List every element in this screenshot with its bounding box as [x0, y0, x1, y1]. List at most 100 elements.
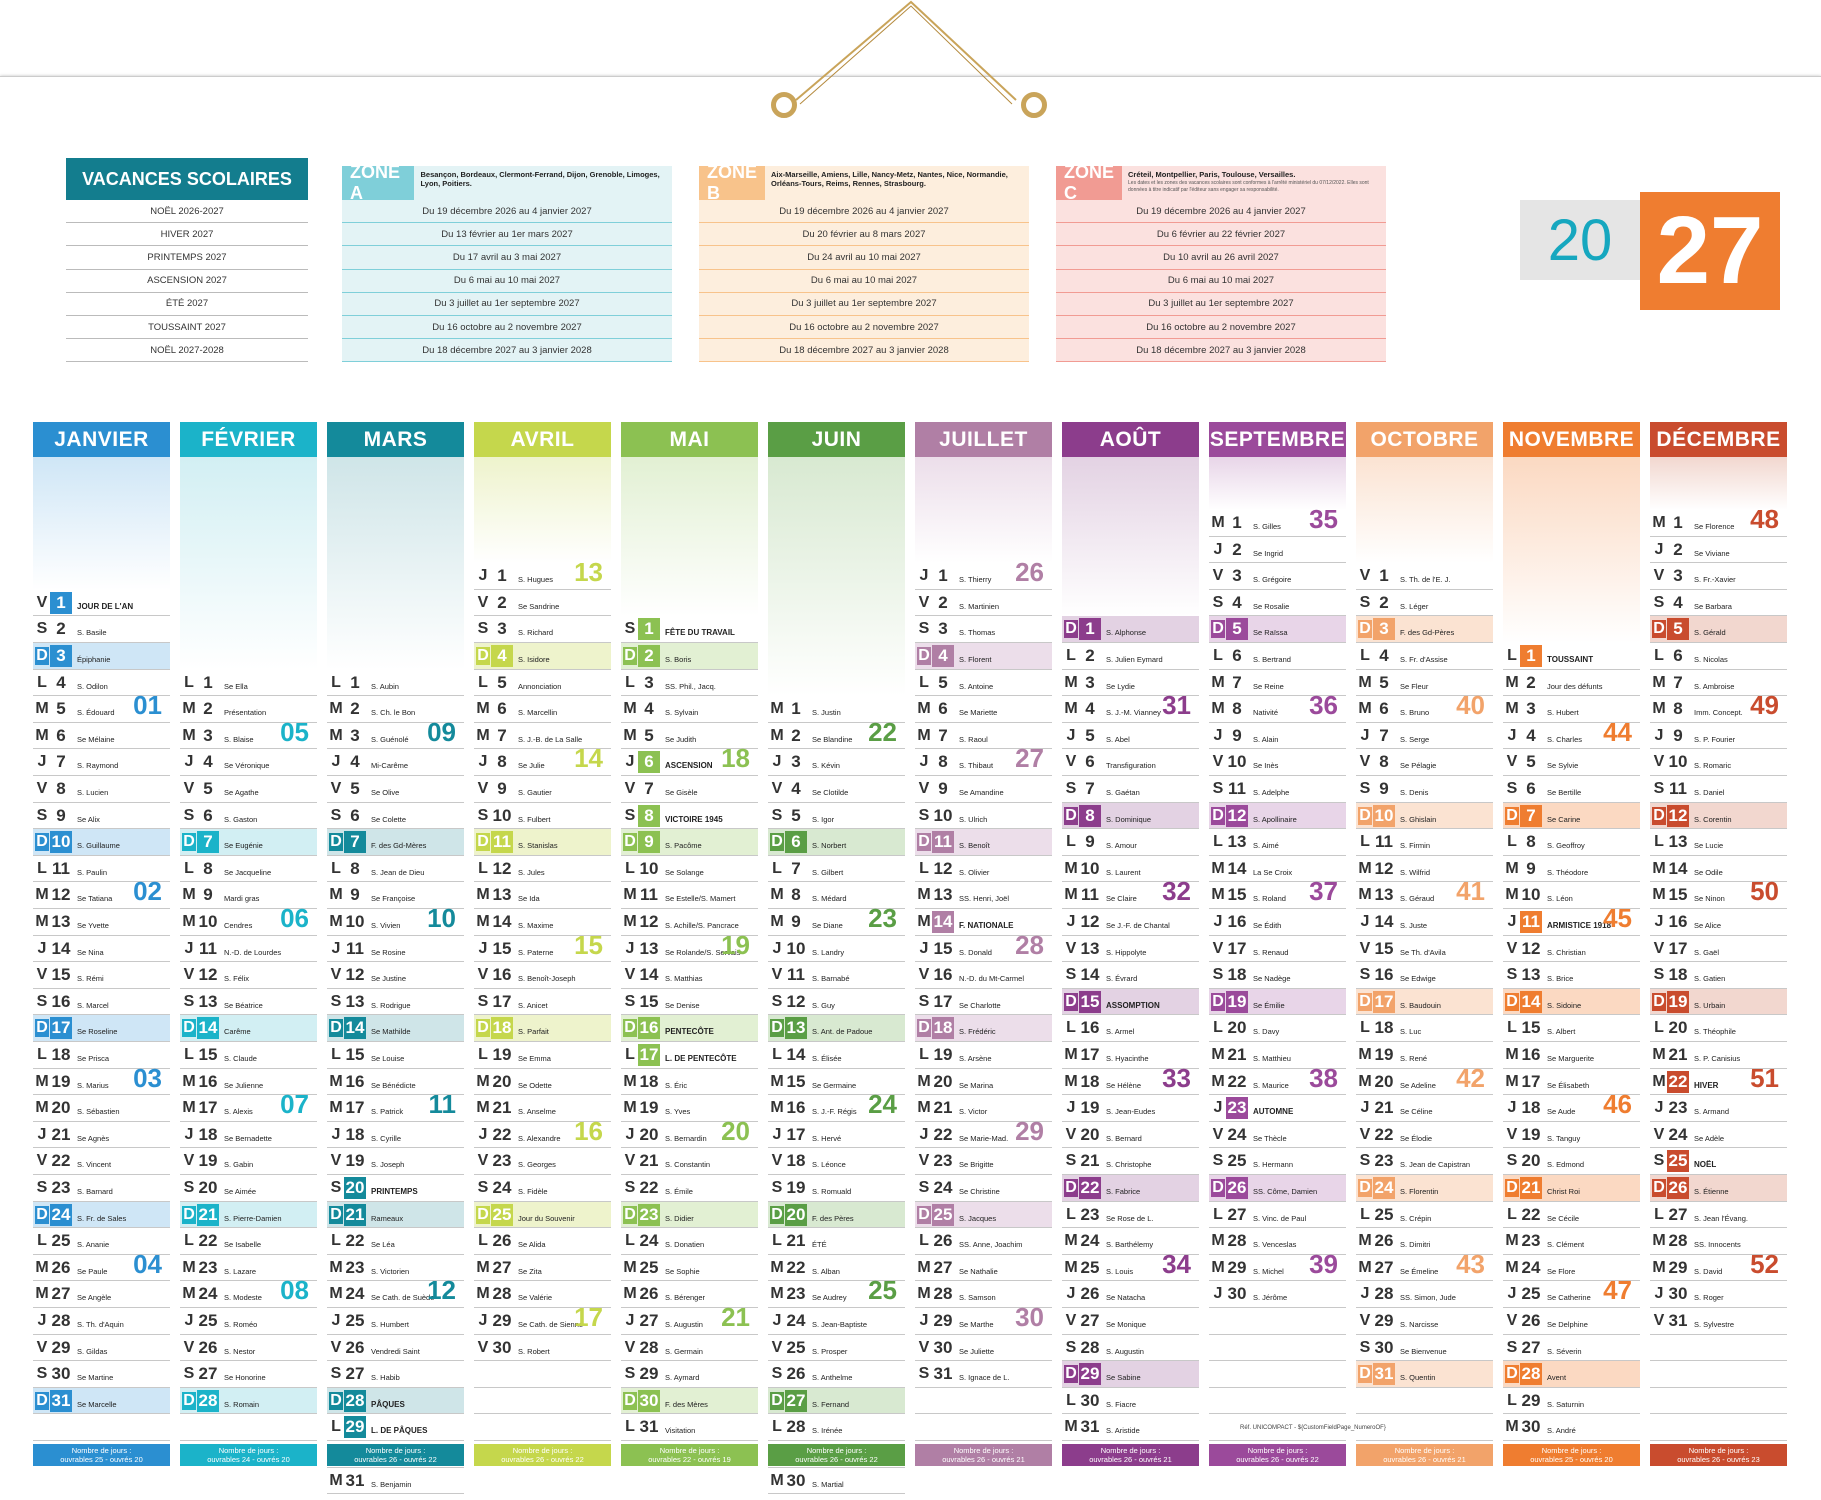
saint-name: S. Aymard: [665, 1373, 700, 1383]
day-row: S 23 S. Jean de Capistran: [1356, 1148, 1493, 1175]
day-number: 17: [1227, 938, 1247, 958]
day-row: V 9 S. Gautier: [474, 776, 611, 803]
day-row: D 29 Se Sabine: [1062, 1361, 1199, 1388]
day-row: M 17 S. Hyacinthe: [1062, 1042, 1199, 1069]
day-number: 3: [497, 619, 507, 639]
saint-name: Se Diane: [812, 921, 843, 930]
weekday-letter: S: [1506, 780, 1518, 797]
empty-row: [474, 1361, 611, 1388]
weekday-letter: S: [1065, 966, 1077, 984]
day-row: V 4 Se Clotilde: [768, 776, 905, 803]
day-row: V 5 Se Agathe: [180, 776, 317, 803]
footer-counts: ouvrables 24 - ouvrés 20: [207, 1455, 290, 1464]
empty-row: [1209, 1388, 1346, 1415]
saint-name: Se Lucie: [1694, 841, 1724, 851]
day-number: 23: [51, 1178, 71, 1197]
saint-name: Se Léa: [371, 1240, 395, 1250]
day-row: J 30 S. Roger: [1650, 1281, 1787, 1308]
weekday-letter: L: [184, 859, 194, 877]
day-number: 15: [1521, 1018, 1541, 1038]
month-9: SEPTEMBRE M 1 S. Gilles J 2 Se Ingrid V 3 S. Grég…: [1209, 422, 1346, 1441]
day-number: 11: [932, 831, 954, 854]
day-number: 10: [1080, 858, 1100, 878]
day-row: J 15 S. Paterne: [474, 936, 611, 963]
day-number: 30: [1668, 1284, 1688, 1304]
saint-name: S. Wilfrid: [1400, 867, 1430, 877]
saint-name: FÊTE DU TRAVAIL: [665, 628, 735, 638]
weekday-letter: S: [330, 992, 342, 1010]
saint-name: S. Romain: [224, 1399, 260, 1409]
day-number: 15: [639, 991, 659, 1011]
zone-date: Du 6 mai au 10 mai 2027: [699, 270, 1029, 293]
saint-name: Se Sophie: [665, 1266, 700, 1276]
saint-name: S. André: [1547, 1426, 1576, 1436]
day-row: D 7 F. des Gd-Mères: [327, 829, 464, 856]
weekday-letter: M: [1211, 886, 1225, 904]
weekday-letter: V: [477, 593, 489, 611]
weekday-letter: D: [1358, 620, 1372, 639]
saint-name: S. Ignace de L.: [959, 1373, 1010, 1383]
saint-name: S. Georges: [518, 1160, 556, 1170]
day-row: M 16 S. J.-F. Régis: [768, 1095, 905, 1122]
saint-name: ASCENSION: [665, 761, 713, 771]
month-2: FÉVRIER L 1 Se Ella M 2 Présentation M 3 S. Blais…: [180, 422, 317, 1441]
day-row: V 11 S. Barnabé: [768, 962, 905, 989]
day-row: S 6 Se Bertille: [1503, 776, 1640, 803]
weekday-letter: D: [917, 833, 931, 852]
weekday-letter: D: [35, 1019, 49, 1038]
saint-name: Se Rosalie: [1253, 601, 1290, 611]
week-number: 10: [427, 903, 456, 933]
saint-name: S. Jean l'Évang.: [1694, 1213, 1748, 1223]
day-number: 21: [344, 1203, 366, 1226]
saint-name: S. Patrick: [371, 1107, 404, 1117]
footer-label: Nombre de jours :: [1688, 1446, 1749, 1455]
weekday-letter: J: [184, 1312, 194, 1329]
saint-name: S. Apollinaire: [1253, 814, 1297, 824]
saint-name: S. Roger: [1694, 1293, 1724, 1303]
day-row: M 31 S. Benjamin: [327, 1468, 464, 1495]
saint-name: S. Pierre-Damien: [224, 1213, 282, 1223]
day-row: D 23 S. Didier: [621, 1201, 758, 1229]
day-number: 9: [1232, 725, 1242, 745]
day-row: L 22 Se Léa: [327, 1228, 464, 1255]
day-row: L 29 L. DE PÂQUES: [327, 1414, 464, 1441]
vacances-period: ASCENSION 2027: [66, 270, 308, 293]
day-row: L 8 Se Jacqueline: [180, 856, 317, 883]
weekday-letter: L: [1360, 833, 1370, 851]
day-number: 10: [786, 938, 806, 958]
day-row: V 2 Se Sandrine: [474, 590, 611, 617]
weekday-letter: D: [35, 1391, 49, 1410]
saint-name: S. Sylvain: [665, 708, 699, 718]
weekday-letter: M: [182, 1072, 196, 1090]
day-number: 1: [791, 699, 801, 719]
saint-name: L. DE PENTECÔTE: [665, 1054, 737, 1063]
day-number: 20: [1374, 1071, 1394, 1091]
weekday-letter: L: [331, 1046, 341, 1063]
vacances-period: HIVER 2027: [66, 223, 308, 247]
day-row: S 1 FÊTE DU TRAVAIL: [621, 616, 758, 643]
saint-name: S. Olivier: [959, 867, 990, 877]
day-row: D 2 S. Boris: [621, 643, 758, 670]
day-row: J 21 Se Agnès: [33, 1122, 170, 1149]
saint-name: S. Stanislas: [518, 841, 558, 851]
day-number: 23: [492, 1151, 512, 1171]
day-number: 17: [638, 1044, 660, 1066]
weekday-letter: J: [184, 1125, 194, 1143]
day-number: 26: [345, 1337, 365, 1357]
day-number: 25: [51, 1231, 71, 1251]
day-row: V 18 S. Léonce: [768, 1148, 905, 1175]
weekday-letter: M: [1211, 1046, 1225, 1063]
day-number: 16: [345, 1071, 365, 1091]
day-row: M 23 S. Victorien: [327, 1255, 464, 1282]
saint-name: S. Anselme: [518, 1107, 556, 1117]
weekday-letter: L: [331, 859, 341, 877]
saint-name: S. Christophe: [1106, 1160, 1152, 1170]
weekday-letter: M: [35, 1285, 49, 1303]
day-number: 2: [1673, 539, 1683, 559]
weekday-letter: S: [1359, 966, 1371, 984]
weekday-letter: V: [1212, 939, 1224, 957]
weekday-letter: M: [1064, 673, 1078, 691]
year-suffix: 27: [1640, 192, 1780, 310]
day-number: 16: [51, 991, 71, 1011]
day-number: 17: [786, 1124, 806, 1144]
